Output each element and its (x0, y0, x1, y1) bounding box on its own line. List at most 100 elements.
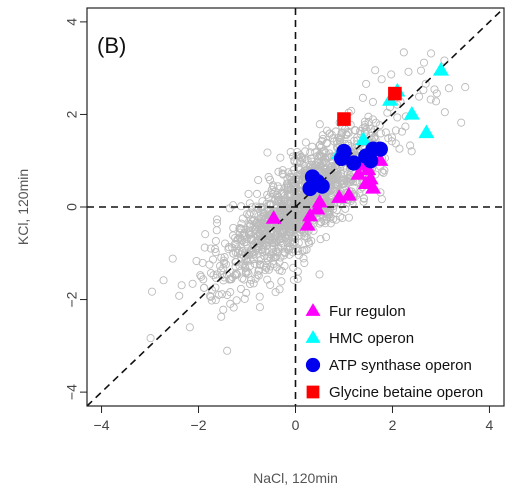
highlighted-series (265, 62, 449, 231)
cloud-point (285, 219, 294, 228)
cloud-point (401, 122, 410, 131)
legend-marker (306, 385, 320, 399)
cloud-point (283, 244, 292, 253)
cloud-point (387, 70, 396, 79)
cloud-point (248, 250, 257, 259)
cloud-point (395, 144, 404, 153)
cloud-point (326, 163, 335, 172)
cloud-point (273, 197, 282, 206)
legend-entry: Fur regulon (305, 303, 406, 320)
cloud-point (320, 216, 329, 225)
cloud-point (266, 254, 275, 263)
cloud-point (377, 75, 386, 84)
cloud-point (325, 129, 334, 138)
cloud-point (271, 288, 280, 297)
data-point (336, 143, 352, 160)
y-tick-label: −2 (64, 291, 80, 307)
cloud-point (344, 213, 353, 222)
legend: Fur regulon HMC operon ATP synthase operon… (305, 303, 483, 401)
cloud-point (380, 166, 389, 175)
cloud-point (254, 266, 263, 275)
cloud-point (267, 189, 276, 198)
cloud-point (331, 174, 341, 183)
cloud-point (212, 270, 221, 279)
cloud-point (264, 193, 273, 202)
cloud-point (315, 150, 324, 159)
cloud-point (223, 346, 232, 355)
cloud-point (209, 271, 218, 280)
x-tick-label: 2 (389, 417, 397, 433)
legend-entry: Glycine betaine operon (306, 384, 483, 401)
y-axis-label: KCl, 120min (15, 169, 31, 245)
cloud-point (376, 129, 385, 138)
cloud-point (321, 148, 330, 157)
cloud-point (315, 270, 324, 279)
legend-label: ATP synthase operon (329, 357, 472, 374)
cloud-point (302, 245, 311, 254)
cloud-point (257, 237, 266, 246)
cloud-point (221, 239, 230, 248)
cloud-point (306, 154, 316, 163)
cloud-point (159, 276, 168, 285)
cloud-point (242, 288, 251, 297)
cloud-point (431, 97, 441, 106)
cloud-point (359, 197, 368, 206)
cloud-point (147, 287, 157, 296)
cloud-point (293, 158, 302, 167)
cloud-point (254, 203, 263, 212)
cloud-point (321, 158, 331, 167)
cloud-point (315, 219, 324, 228)
cloud-point (265, 252, 274, 261)
cloud-point (301, 138, 310, 147)
cloud-point (242, 225, 251, 234)
cloud-point (356, 126, 365, 136)
cloud-point (281, 220, 290, 229)
cloud-point (208, 255, 218, 264)
cloud-point (254, 175, 263, 185)
cloud-point (317, 136, 326, 146)
data-point (372, 141, 388, 157)
cloud-point (206, 244, 215, 253)
cloud-point (237, 219, 246, 228)
cloud-point (261, 247, 270, 256)
cloud-point (238, 246, 247, 256)
cloud-point (419, 85, 428, 95)
cloud-point (257, 213, 266, 222)
cloud-point (404, 67, 413, 76)
series-glycine-betaine-operon (337, 86, 402, 126)
cloud-point (278, 166, 287, 175)
legend-entry: ATP synthase operon (305, 357, 472, 374)
cloud-point (251, 274, 260, 283)
series-fur-regulon (265, 152, 389, 231)
legend-label: HMC operon (329, 330, 414, 347)
cloud-point (427, 49, 436, 58)
cloud-point (406, 141, 415, 150)
cloud-point (301, 147, 310, 156)
cloud-point (245, 248, 254, 257)
cloud-point (217, 312, 226, 321)
cloud-point (218, 290, 227, 299)
cloud-point (440, 108, 449, 117)
data-point (350, 166, 367, 180)
cloud-point (269, 234, 278, 243)
x-tick-label: 0 (292, 417, 300, 433)
data-point (363, 153, 379, 169)
cloud-point (277, 277, 286, 286)
cloud-point (233, 244, 242, 253)
cloud-point (407, 147, 416, 156)
cloud-point (315, 120, 324, 129)
cloud-point (274, 167, 283, 176)
cloud-point (245, 199, 254, 208)
cloud-point (244, 229, 253, 238)
cloud-point (199, 283, 209, 292)
data-point (432, 62, 449, 76)
cloud-point (335, 135, 344, 145)
cloud-point (289, 275, 298, 284)
cloud-point (247, 276, 256, 285)
data-point (346, 155, 362, 171)
series-atp-synthase-operon (302, 141, 388, 197)
cloud-point (275, 285, 284, 294)
cloud-point (205, 260, 214, 269)
cloud-point (283, 182, 292, 191)
cloud-point (198, 258, 207, 267)
